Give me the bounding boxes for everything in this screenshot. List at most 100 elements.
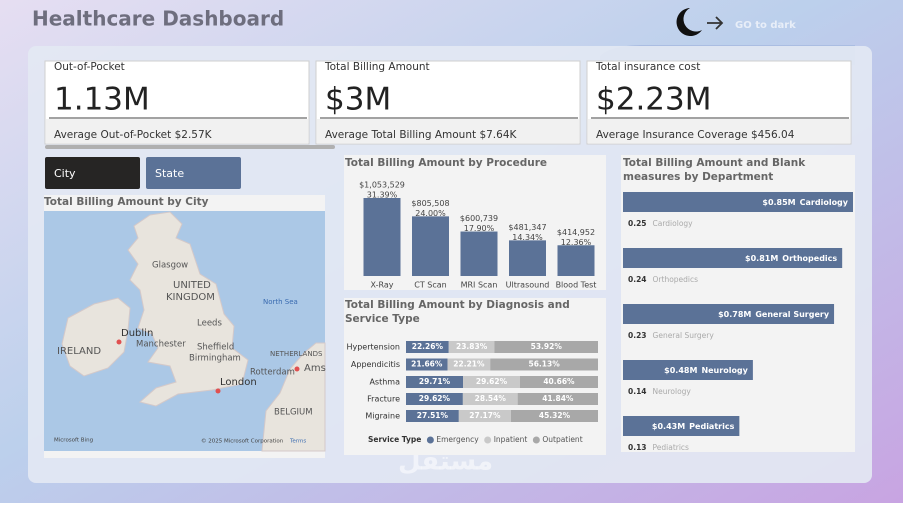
- bar-segment[interactable]: [494, 341, 598, 353]
- chart-title: Total Billing Amount by Procedure: [345, 157, 547, 169]
- segment-label: 53.92%: [531, 342, 563, 351]
- dashboard-title: Healthcare Dashboard: [32, 7, 284, 31]
- theme-toggle[interactable]: GO to dark: [676, 8, 797, 36]
- slicer-button[interactable]: [146, 157, 241, 189]
- y-tick-label: Hypertension: [346, 343, 400, 352]
- city-marker[interactable]: [294, 366, 300, 372]
- bar-segment[interactable]: [462, 393, 518, 405]
- legend-label[interactable]: Inpatient: [494, 435, 528, 444]
- map-credit: Microsoft Bing: [54, 438, 93, 444]
- x-tick-label: Blood Test: [556, 281, 597, 290]
- bar-segment[interactable]: [448, 341, 495, 353]
- great-britain-land: [127, 211, 249, 407]
- bar[interactable]: [623, 192, 853, 212]
- bar-label: $0.78M General Surgery: [718, 310, 830, 319]
- arrow-icon[interactable]: [707, 16, 724, 30]
- measure-label: 0.13 Pediatrics: [628, 443, 689, 452]
- city-marker[interactable]: [116, 339, 122, 345]
- bar-label: $0.43M Pediatrics: [652, 422, 735, 431]
- map-label: Leeds: [197, 319, 222, 329]
- slicer-label[interactable]: City: [54, 167, 76, 180]
- segment-label: 29.62%: [476, 377, 508, 386]
- value-label: $600,739: [460, 214, 498, 223]
- bar[interactable]: [557, 245, 595, 276]
- kpi-footer: [46, 119, 308, 143]
- bar[interactable]: [460, 231, 498, 276]
- legend-marker: [484, 436, 492, 444]
- continent-land: [261, 342, 326, 452]
- x-tick-label: CT Scan: [414, 281, 446, 290]
- segment-label: 27.17%: [469, 411, 501, 420]
- bar-segment[interactable]: [406, 358, 448, 371]
- value-label: $481,347: [508, 223, 546, 232]
- kpi-label: Total Billing Amount: [324, 61, 430, 73]
- bar-category-label: General Surgery: [755, 310, 829, 319]
- bar-value-label: $0.78M: [718, 310, 751, 319]
- map-label: Dublin: [121, 328, 153, 339]
- bar-segment[interactable]: [519, 376, 598, 388]
- chart-title-line: Service Type: [345, 313, 420, 325]
- scrollbar[interactable]: [45, 145, 335, 149]
- slicer-button[interactable]: [45, 157, 140, 189]
- value-label: $805,508: [411, 199, 449, 208]
- map-credit[interactable]: Terms: [289, 439, 306, 445]
- bar-label: $0.48M Neurology: [664, 366, 748, 375]
- segment-label: 41.84%: [542, 394, 574, 403]
- kpi-value: $2.23M: [596, 82, 712, 118]
- map-label: North Sea: [263, 298, 298, 306]
- bar[interactable]: [509, 240, 546, 276]
- map-title: Total Billing Amount by City: [44, 196, 209, 208]
- bar-segment[interactable]: [490, 358, 598, 371]
- kpi-note: Average Insurance Coverage $456.04: [596, 129, 795, 141]
- kpi-note: Average Out-of-Pocket $2.57K: [54, 129, 213, 141]
- chart-title-line: Total Billing Amount and Blank: [623, 157, 806, 169]
- legend-label[interactable]: Emergency: [436, 435, 479, 444]
- bar-segment[interactable]: [463, 376, 520, 388]
- map-label: London: [220, 377, 257, 388]
- bar[interactable]: [623, 248, 843, 268]
- bar[interactable]: [412, 216, 449, 276]
- y-tick-label: Appendicitis: [351, 360, 400, 369]
- measure-value: 0.25: [628, 219, 647, 228]
- bar-segment[interactable]: [406, 341, 449, 353]
- bar-segment[interactable]: [517, 393, 598, 405]
- segment-label: 27.51%: [417, 411, 449, 420]
- slicer-label[interactable]: State: [155, 167, 184, 180]
- ireland-land: [61, 297, 131, 377]
- bar[interactable]: [623, 360, 753, 380]
- measure-category: Orthopedics: [653, 275, 699, 284]
- bar-value-label: $0.48M: [664, 366, 697, 375]
- kpi-value: 1.13M: [54, 82, 150, 118]
- segment-label: 29.62%: [419, 394, 451, 403]
- share-label: 12.36%: [561, 238, 592, 247]
- bar[interactable]: [363, 198, 401, 276]
- bar-segment[interactable]: [510, 410, 598, 422]
- moon-icon[interactable]: [676, 8, 702, 36]
- bar-segment[interactable]: [458, 410, 511, 422]
- bar-label: $0.81M Orthopedics: [745, 254, 837, 263]
- legend-label[interactable]: Outpatient: [542, 435, 582, 444]
- legend-title: Service Type: [368, 435, 421, 444]
- legend-marker: [426, 436, 434, 444]
- kpi-label: Total insurance cost: [595, 61, 700, 73]
- bar-segment[interactable]: [406, 410, 459, 422]
- map-label: NETHERLANDS: [270, 350, 323, 358]
- bar-segment[interactable]: [406, 393, 463, 405]
- segment-label: 23.83%: [456, 342, 488, 351]
- bar[interactable]: [623, 416, 740, 436]
- chart-title: Total Billing Amount and Blank measures b…: [623, 157, 806, 183]
- map-label: BELGIUM: [274, 408, 313, 418]
- city-marker[interactable]: [215, 388, 221, 394]
- bar-value-label: $0.81M: [745, 254, 778, 263]
- share-label: 31.39%: [367, 191, 398, 200]
- kpi-label: Out-of-Pocket: [54, 61, 125, 73]
- chart-title-line: Total Billing Amount by Procedure: [345, 157, 547, 169]
- measure-category: Cardiology: [653, 219, 694, 228]
- bar-segment[interactable]: [406, 376, 464, 388]
- segment-label: 22.21%: [453, 360, 485, 369]
- segment-label: 21.66%: [411, 360, 443, 369]
- bar[interactable]: [623, 304, 835, 324]
- bar-segment[interactable]: [447, 358, 491, 371]
- theme-toggle-label[interactable]: GO to dark: [735, 20, 796, 31]
- map-credit: © 2025 Microsoft Corporation: [201, 438, 284, 445]
